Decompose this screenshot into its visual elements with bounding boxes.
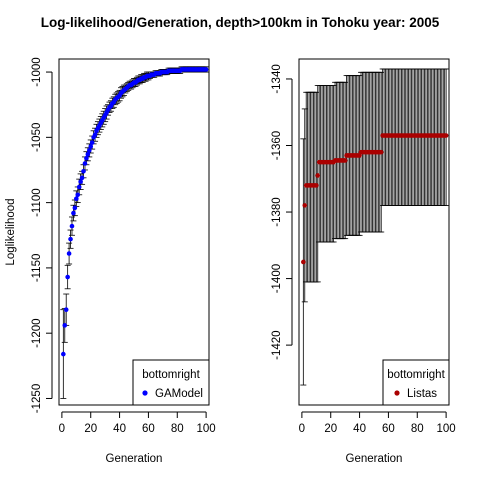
data-point <box>78 179 83 185</box>
right-plot-marks <box>300 68 450 386</box>
right-x-axis-label: Generation <box>346 453 403 465</box>
left-x-axis: 0 20 40 60 80 100 <box>59 411 216 435</box>
y-tick-label: -1200 <box>31 318 43 347</box>
data-point <box>86 148 92 153</box>
y-tick-label: -1100 <box>31 188 43 217</box>
right-legend-label: Listas <box>407 388 437 400</box>
data-point <box>65 274 70 280</box>
data-point <box>69 223 75 229</box>
data-point <box>76 184 82 190</box>
right-legend: bottomright Listas <box>382 359 450 406</box>
data-point <box>314 183 319 188</box>
x-tick-label: 0 <box>299 423 305 435</box>
data-point <box>81 168 86 174</box>
data-point <box>443 133 449 138</box>
x-tick-label: 40 <box>353 423 366 435</box>
data-point <box>79 175 85 181</box>
right-legend-title: bottomright <box>387 369 445 381</box>
y-tick-label: -1150 <box>31 254 43 283</box>
left-y-axis: -1250 -1200 -1150 -1100 -1050 -1000 <box>31 57 53 413</box>
data-point <box>342 158 348 163</box>
data-point <box>72 205 78 211</box>
data-point <box>75 192 81 198</box>
data-point <box>62 323 68 328</box>
data-point <box>301 259 306 265</box>
data-point <box>71 210 76 216</box>
data-point <box>88 144 94 149</box>
right-panel: 0 20 40 60 80 100 -1420 -1400 -1380 -1360 -1340 G… <box>271 58 456 465</box>
y-tick-label: -1050 <box>31 123 43 152</box>
y-tick-label: -1360 <box>271 131 283 160</box>
data-point <box>63 307 69 312</box>
data-point <box>68 236 73 242</box>
left-x-axis-label: Generation <box>106 453 163 465</box>
x-tick-label: 60 <box>382 423 395 435</box>
right-legend-marker <box>394 390 400 396</box>
x-tick-label: 20 <box>84 423 97 435</box>
x-tick-label: 60 <box>142 423 155 435</box>
x-tick-label: 80 <box>411 423 424 435</box>
x-tick-label: 100 <box>437 423 456 435</box>
right-x-axis: 0 20 40 60 80 100 <box>299 411 456 435</box>
x-tick-label: 0 <box>59 423 65 435</box>
data-point <box>89 140 95 145</box>
x-tick-label: 40 <box>113 423 126 435</box>
y-tick-label: -1250 <box>31 384 43 413</box>
left-panel: 0 20 40 60 80 100 -1250-1200-1150-1100-1050-1… <box>5 57 216 465</box>
left-legend-label: GAModel <box>155 388 203 400</box>
y-tick-label: -1400 <box>271 264 283 293</box>
data-point <box>302 203 308 208</box>
x-tick-label: 100 <box>197 423 216 435</box>
data-point <box>82 161 88 166</box>
left-plot-marks <box>60 66 210 399</box>
chart-title: Log-likelihood/Generation, depth>100km i… <box>41 15 440 30</box>
data-point <box>61 351 66 357</box>
y-tick-label: -1380 <box>271 197 283 226</box>
right-plot-frame <box>298 58 450 406</box>
left-legend-box <box>132 359 210 406</box>
left-y-axis-label: Loglikelihood <box>5 198 17 265</box>
x-tick-label: 20 <box>324 423 337 435</box>
data-point <box>84 155 89 161</box>
data-point <box>315 173 321 178</box>
y-tick-label: -1420 <box>271 330 283 359</box>
y-tick-label: -1340 <box>271 64 283 93</box>
y-tick-label: -1000 <box>31 57 43 86</box>
left-plot-frame <box>58 58 210 406</box>
right-y-axis: -1420 -1400 -1380 -1360 -1340 <box>271 64 293 360</box>
x-tick-label: 80 <box>171 423 184 435</box>
left-legend: bottomright GAModel <box>132 359 210 406</box>
left-legend-marker <box>142 390 148 396</box>
data-point <box>203 67 209 72</box>
data-point <box>378 149 384 155</box>
data-point <box>66 251 72 256</box>
left-legend-title: bottomright <box>142 369 200 381</box>
data-point <box>74 196 79 202</box>
data-point <box>92 132 98 138</box>
data-point <box>85 152 91 157</box>
right-legend-box <box>382 359 450 406</box>
